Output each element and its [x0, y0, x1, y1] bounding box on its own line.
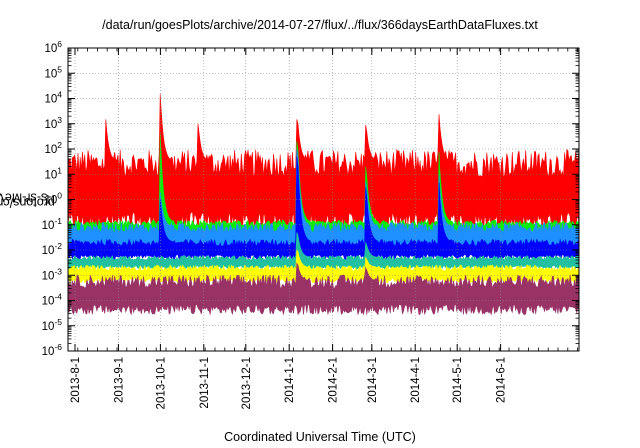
y-tick-base: 10 [42, 270, 55, 282]
y-tick-base: 10 [42, 346, 55, 358]
y-tick-label-4: 10-2 [42, 241, 63, 257]
y-tick-base: 10 [44, 195, 57, 207]
x-tick-label-6: 2014-2-1 [328, 357, 340, 403]
series-band-4 [68, 232, 579, 270]
series-band-6 [68, 262, 579, 316]
y-tick-label-3: 10-3 [42, 266, 63, 282]
y-tick-exponent: 6 [57, 39, 62, 49]
y-tick-exponent: 1 [57, 165, 62, 175]
chart-title: /data/run/goesPlots/archive/2014-07-27/f… [102, 18, 538, 32]
y-tick-label-5: 10-1 [42, 216, 63, 232]
x-tick-label-5: 2014-1-1 [284, 357, 296, 403]
x-tick-label-8: 2014-4-1 [410, 357, 422, 403]
y-tick-exponent: -1 [54, 216, 62, 226]
x-tick-label-10: 2014-6-1 [496, 357, 508, 403]
y-tick-exponent: -2 [54, 241, 62, 251]
y-tick-label-10: 104 [44, 90, 62, 106]
series-group [68, 94, 579, 316]
y-tick-label-8: 102 [44, 140, 62, 156]
series-band-0 [68, 94, 579, 235]
y-tick-label-12: 106 [44, 39, 62, 55]
y-tick-label-2: 10-4 [42, 292, 63, 308]
y-tick-base: 10 [42, 220, 55, 232]
y-tick-label-9: 103 [44, 115, 62, 131]
y-axis-label-rest: -s-sr-MeV [0, 190, 52, 205]
y-tick-base: 10 [42, 245, 55, 257]
y-tick-base: 10 [42, 296, 55, 308]
x-tick-label-7: 2014-3-1 [367, 357, 379, 403]
y-tick-exponent: 0 [57, 191, 62, 201]
y-tick-base: 10 [44, 119, 57, 131]
x-tick-label-9: 2014-5-1 [452, 357, 464, 403]
y-tick-exponent: 3 [57, 115, 62, 125]
y-tick-exponent: -5 [54, 317, 62, 327]
y-tick-label-7: 101 [44, 165, 62, 181]
x-tick-label-1: 2013-9-1 [113, 357, 125, 403]
y-tick-exponent: 4 [57, 90, 62, 100]
y-tick-exponent: 2 [57, 140, 62, 150]
y-tick-exponent: -6 [54, 342, 62, 352]
y-tick-base: 10 [44, 94, 57, 106]
x-tick-label-3: 2013-11-1 [199, 357, 211, 409]
y-tick-base: 10 [44, 68, 57, 80]
y-tick-exponent: 5 [57, 64, 62, 74]
x-tick-label-2: 2013-10-1 [155, 357, 167, 409]
y-tick-exponent: -3 [54, 266, 62, 276]
y-tick-base: 10 [44, 144, 57, 156]
y-tick-label-11: 105 [44, 64, 62, 80]
y-tick-base: 10 [44, 169, 57, 181]
y-tick-base: 10 [44, 43, 57, 55]
x-tick-label-0: 2013-8-1 [70, 357, 82, 403]
y-tick-label-6: 100 [44, 191, 62, 207]
y-tick-label-0: 10-6 [42, 342, 63, 358]
y-tick-base: 10 [42, 321, 55, 333]
x-tick-label-4: 2013-12-1 [241, 357, 253, 409]
y-tick-exponent: -4 [54, 292, 62, 302]
x-axis-label: Coordinated Universal Time (UTC) [224, 430, 416, 444]
y-tick-label-1: 10-5 [42, 317, 63, 333]
